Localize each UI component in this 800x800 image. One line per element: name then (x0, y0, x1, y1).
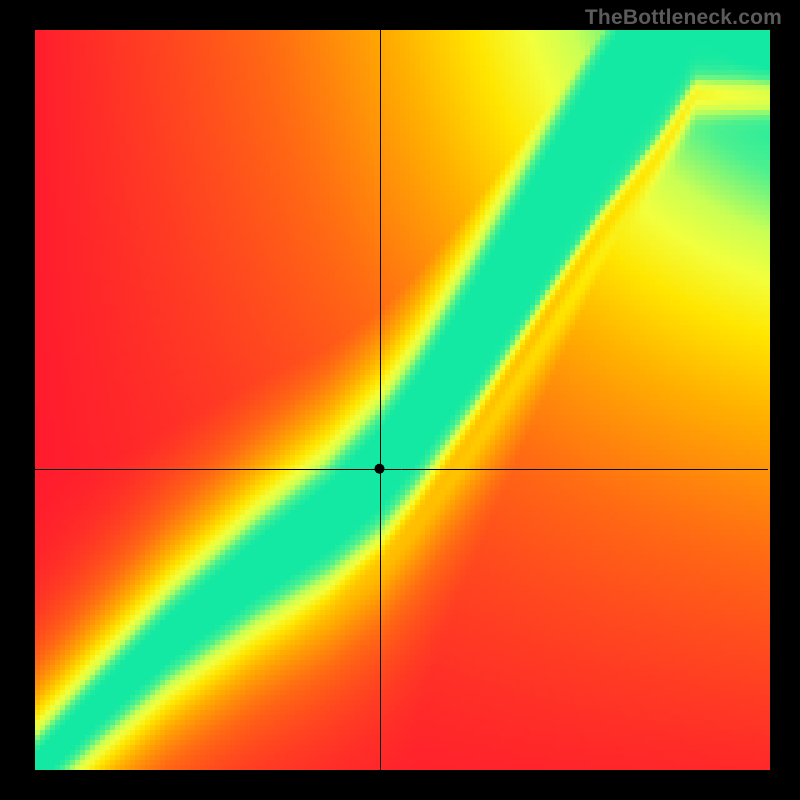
chart-container: TheBottleneck.com (0, 0, 800, 800)
bottleneck-heatmap (0, 0, 800, 800)
